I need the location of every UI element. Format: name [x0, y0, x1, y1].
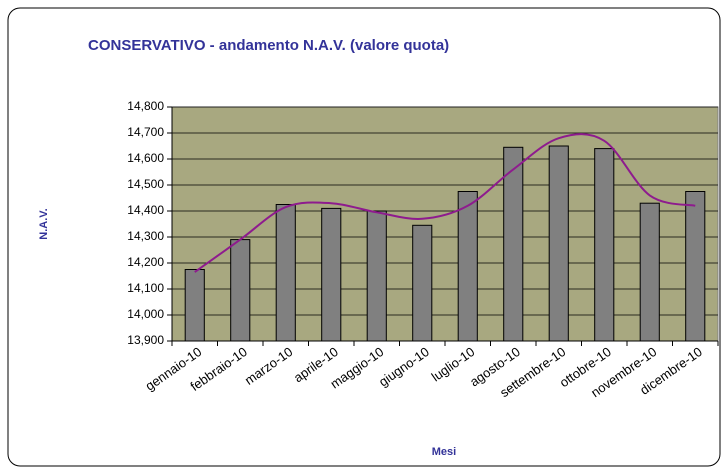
bar [503, 146, 524, 342]
y-axis-title: N.A.V. [38, 208, 50, 239]
bar [685, 191, 706, 342]
y-tick-label: 14,600 [127, 151, 164, 165]
bar [412, 224, 433, 342]
y-tick-label: 14,400 [127, 203, 164, 217]
y-tick-label: 14,700 [127, 125, 164, 139]
y-tick-label: 13,900 [127, 333, 164, 347]
bar [639, 202, 660, 342]
y-tick-label: 14,500 [127, 177, 164, 191]
bar [548, 145, 569, 342]
bar [230, 239, 251, 342]
chart-title: CONSERVATIVO - andamento N.A.V. (valore … [88, 37, 449, 54]
bar [366, 210, 387, 342]
y-tick-label: 14,300 [127, 229, 164, 243]
bar [594, 148, 615, 342]
y-tick-label: 14,000 [127, 307, 164, 321]
y-tick-label: 14,100 [127, 281, 164, 295]
bar [321, 207, 342, 342]
y-tick-label: 14,800 [127, 99, 164, 113]
bar [457, 191, 478, 342]
plot-area [171, 106, 719, 342]
bar [184, 269, 205, 342]
trend-line [194, 133, 696, 273]
y-tick-label: 14,200 [127, 255, 164, 269]
bar [275, 204, 296, 342]
x-axis-title: Mesi [432, 446, 456, 458]
